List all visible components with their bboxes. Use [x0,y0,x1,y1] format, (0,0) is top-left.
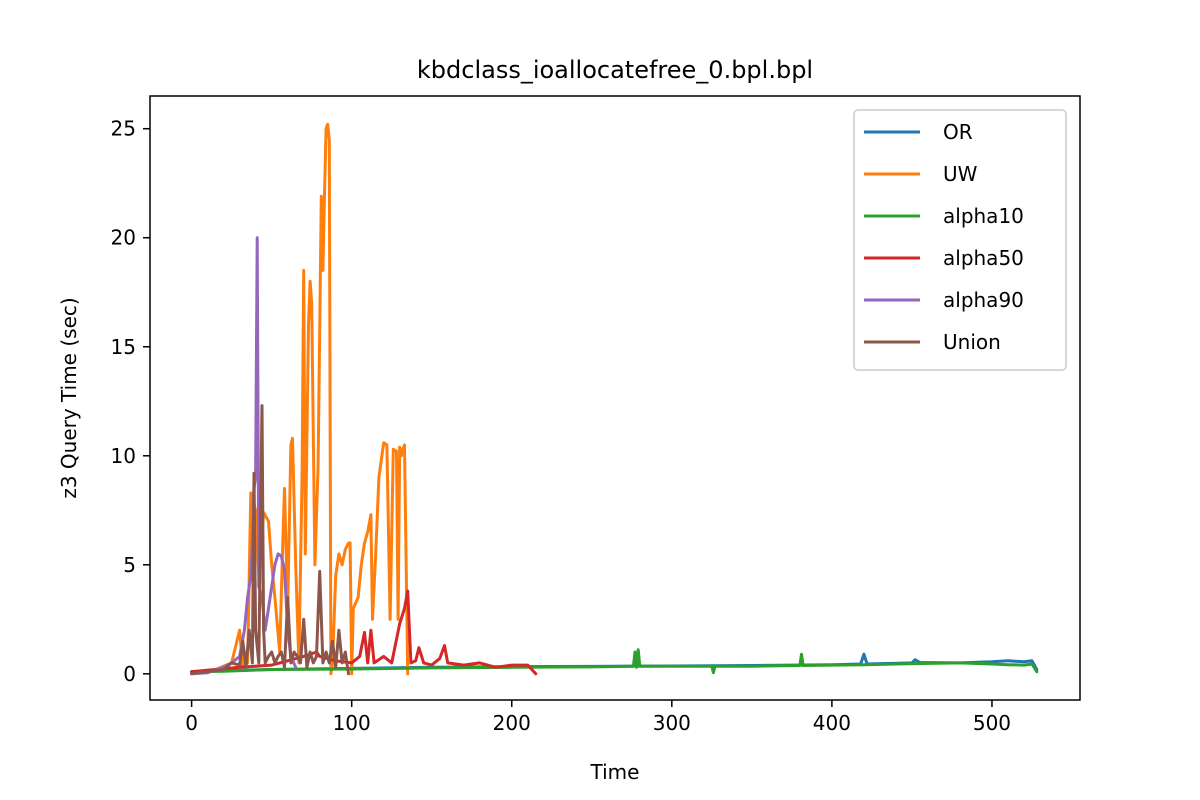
legend: OR UW alpha10 alpha50 alpha90 Union [853,109,1067,371]
x-tick-label: 400 [813,711,851,735]
x-tick-label: 100 [333,711,371,735]
series-line-alpha90 [190,236,298,676]
x-tick-label: 200 [493,711,531,735]
plot-area: 0 100 200 300 400 500 0 5 10 15 20 25 [111,95,1081,735]
legend-label-alpha90: alpha90 [943,288,1024,312]
legend-label-alpha10: alpha10 [943,204,1024,228]
y-tick-label: 15 [111,335,136,359]
legend-label-alpha50: alpha50 [943,246,1024,270]
y-axis-label: z3 Query Time (sec) [57,297,81,498]
x-tick-label: 300 [653,711,691,735]
y-tick-label: 0 [123,662,136,686]
plot-frame [149,95,1081,701]
legend-label-uw: UW [943,162,978,186]
y-tick-label: 10 [111,444,136,468]
series-line-uw [190,122,410,676]
legend-label-or: OR [943,120,973,144]
legend-label-union: Union [943,330,1001,354]
y-tick-label: 20 [111,226,136,250]
chart-title: kbdclass_ioallocatefree_0.bpl.bpl [417,56,813,84]
x-tick-label: 0 [185,711,198,735]
y-tick-label: 25 [111,117,136,141]
series-line-union [190,404,350,676]
x-tick-label: 500 [973,711,1011,735]
x-axis-label: Time [590,760,640,784]
y-tick-label: 5 [123,553,136,577]
